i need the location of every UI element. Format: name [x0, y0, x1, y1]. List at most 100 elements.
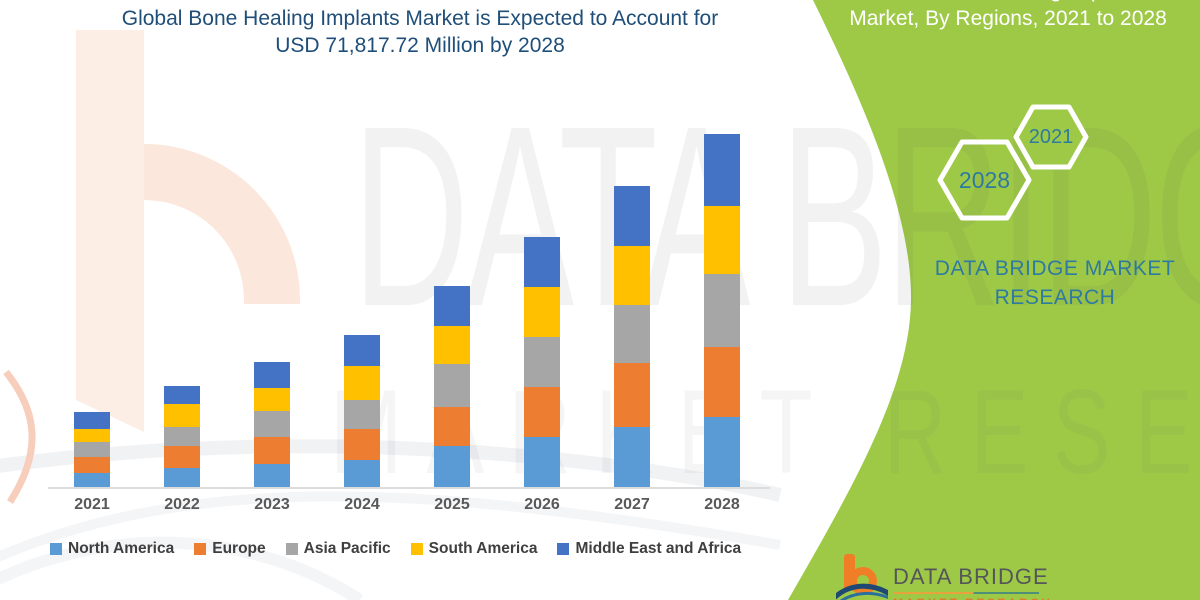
bar-segment	[344, 335, 380, 367]
bar-segment	[524, 386, 560, 437]
bar-segment	[254, 388, 290, 412]
bar-column-2021	[47, 130, 137, 488]
bar-segment	[164, 427, 200, 447]
panel-brand-text: DATA BRIDGE MARKET RESEARCH	[880, 254, 1200, 312]
hexagon-2028-icon	[937, 139, 1032, 221]
watermark-text-marketresearch: MARKET RESEARCH	[330, 365, 1200, 499]
x-axis-label: 2021	[74, 496, 110, 513]
bar-segment	[74, 412, 110, 429]
bar-stack	[434, 286, 470, 488]
chart-title: Global Bone Healing Implants Market is E…	[70, 5, 770, 59]
legend-label: Middle East and Africa	[575, 540, 742, 557]
bar-segment	[524, 237, 560, 287]
legend-swatch-icon	[50, 543, 62, 555]
bar-segment	[614, 305, 650, 363]
bar-segment	[74, 428, 110, 443]
legend-item: Europe	[194, 540, 266, 558]
bar-column-2028	[677, 130, 767, 488]
bar-segment	[434, 286, 470, 326]
bar-segment	[254, 411, 290, 437]
bar-stack	[254, 362, 290, 488]
bar-segment	[164, 386, 200, 405]
bar-stack	[164, 386, 200, 488]
bar-segment	[434, 446, 470, 488]
bar-column-2022	[137, 130, 227, 488]
hexagon-2021-label: 2021	[1028, 125, 1074, 148]
bar-segment	[614, 362, 650, 427]
bar-segment	[74, 456, 110, 474]
bar-segment	[524, 336, 560, 387]
legend-label: Europe	[212, 540, 266, 557]
hexagon-2021: 2021	[1013, 103, 1089, 171]
panel-brand-line1: DATA BRIDGE MARKET	[934, 257, 1176, 280]
hexagon-2021-icon	[1013, 104, 1089, 170]
legend: North America Europe Asia Pacific South Ame…	[50, 540, 741, 558]
bar-segment	[614, 245, 650, 306]
legend-item: Middle East and Africa	[557, 540, 741, 558]
bar-column-2025	[407, 130, 497, 488]
bar-segment	[704, 274, 740, 347]
x-axis-line	[48, 487, 770, 489]
x-axis-label: 2024	[344, 496, 380, 513]
bar-column-2027	[587, 130, 677, 488]
legend-swatch-icon	[410, 543, 423, 555]
bar-stack	[614, 185, 650, 488]
legend-label: Asia Pacific	[303, 540, 391, 557]
panel-heading: Global Bone Healing Implants Market, By …	[816, 0, 1200, 40]
bar-stack	[344, 335, 380, 488]
panel-heading-line1-clipped: Global Bone Healing Implants	[816, 0, 1200, 4]
panel-heading-line2: Market, By Regions, 2021 to 2028	[849, 7, 1167, 30]
hexagon-2028: 2028	[937, 138, 1032, 222]
bar-segment	[164, 446, 200, 468]
logo-underline	[893, 592, 1039, 594]
bar-segment	[254, 362, 290, 389]
legend-label: North America	[68, 540, 175, 557]
bar-segment	[704, 205, 740, 275]
legend-swatch-icon	[557, 543, 570, 555]
bar-segment	[74, 473, 110, 488]
bar-segment	[614, 426, 650, 488]
chart-title-line1: Global Bone Healing Implants Market is E…	[121, 7, 719, 30]
legend-swatch-icon	[194, 543, 207, 555]
panel-brand-line2: RESEARCH	[994, 286, 1116, 309]
x-axis-label: 2026	[524, 496, 560, 513]
legend-item: South America	[410, 540, 538, 558]
legend-swatch-icon	[285, 543, 298, 555]
bar-segment	[164, 404, 200, 428]
bar-stack	[704, 134, 740, 488]
bar-segment	[344, 459, 380, 488]
x-axis-label: 2027	[614, 496, 650, 513]
bar-segment	[74, 442, 110, 457]
x-axis-label: 2025	[434, 496, 470, 513]
bar-segment	[434, 325, 470, 365]
legend-label: South America	[428, 540, 538, 557]
bar-segment	[704, 134, 740, 206]
bar-segment	[434, 364, 470, 407]
chart-title-line2: USD 71,817.72 Million by 2028	[275, 34, 565, 57]
bar-stack	[524, 237, 560, 488]
bar-segment	[344, 429, 380, 460]
data-bridge-logo-icon	[836, 554, 888, 600]
bar-segment	[524, 286, 560, 337]
bar-segment	[434, 406, 470, 446]
bar-segment	[254, 436, 290, 464]
bar-segment	[704, 346, 740, 417]
data-bridge-logo: DATA BRIDGE MARKET RESEARCH	[836, 552, 1166, 600]
legend-item: Asia Pacific	[285, 540, 391, 558]
plot-area	[47, 130, 767, 488]
bar-segment	[614, 185, 650, 246]
bar-segment	[344, 399, 380, 429]
hexagon-2028-label: 2028	[958, 166, 1011, 193]
logo-name: DATA BRIDGE	[893, 564, 1049, 589]
bar-segment	[164, 467, 200, 488]
bar-column-2026	[497, 130, 587, 488]
bar-segment	[524, 436, 560, 488]
bar-column-2023	[227, 130, 317, 488]
x-axis-label: 2022	[164, 496, 200, 513]
legend-item: North America	[50, 540, 174, 558]
x-axis-label: 2023	[254, 496, 290, 513]
bar-segment	[704, 416, 740, 488]
bar-stack	[74, 412, 110, 488]
